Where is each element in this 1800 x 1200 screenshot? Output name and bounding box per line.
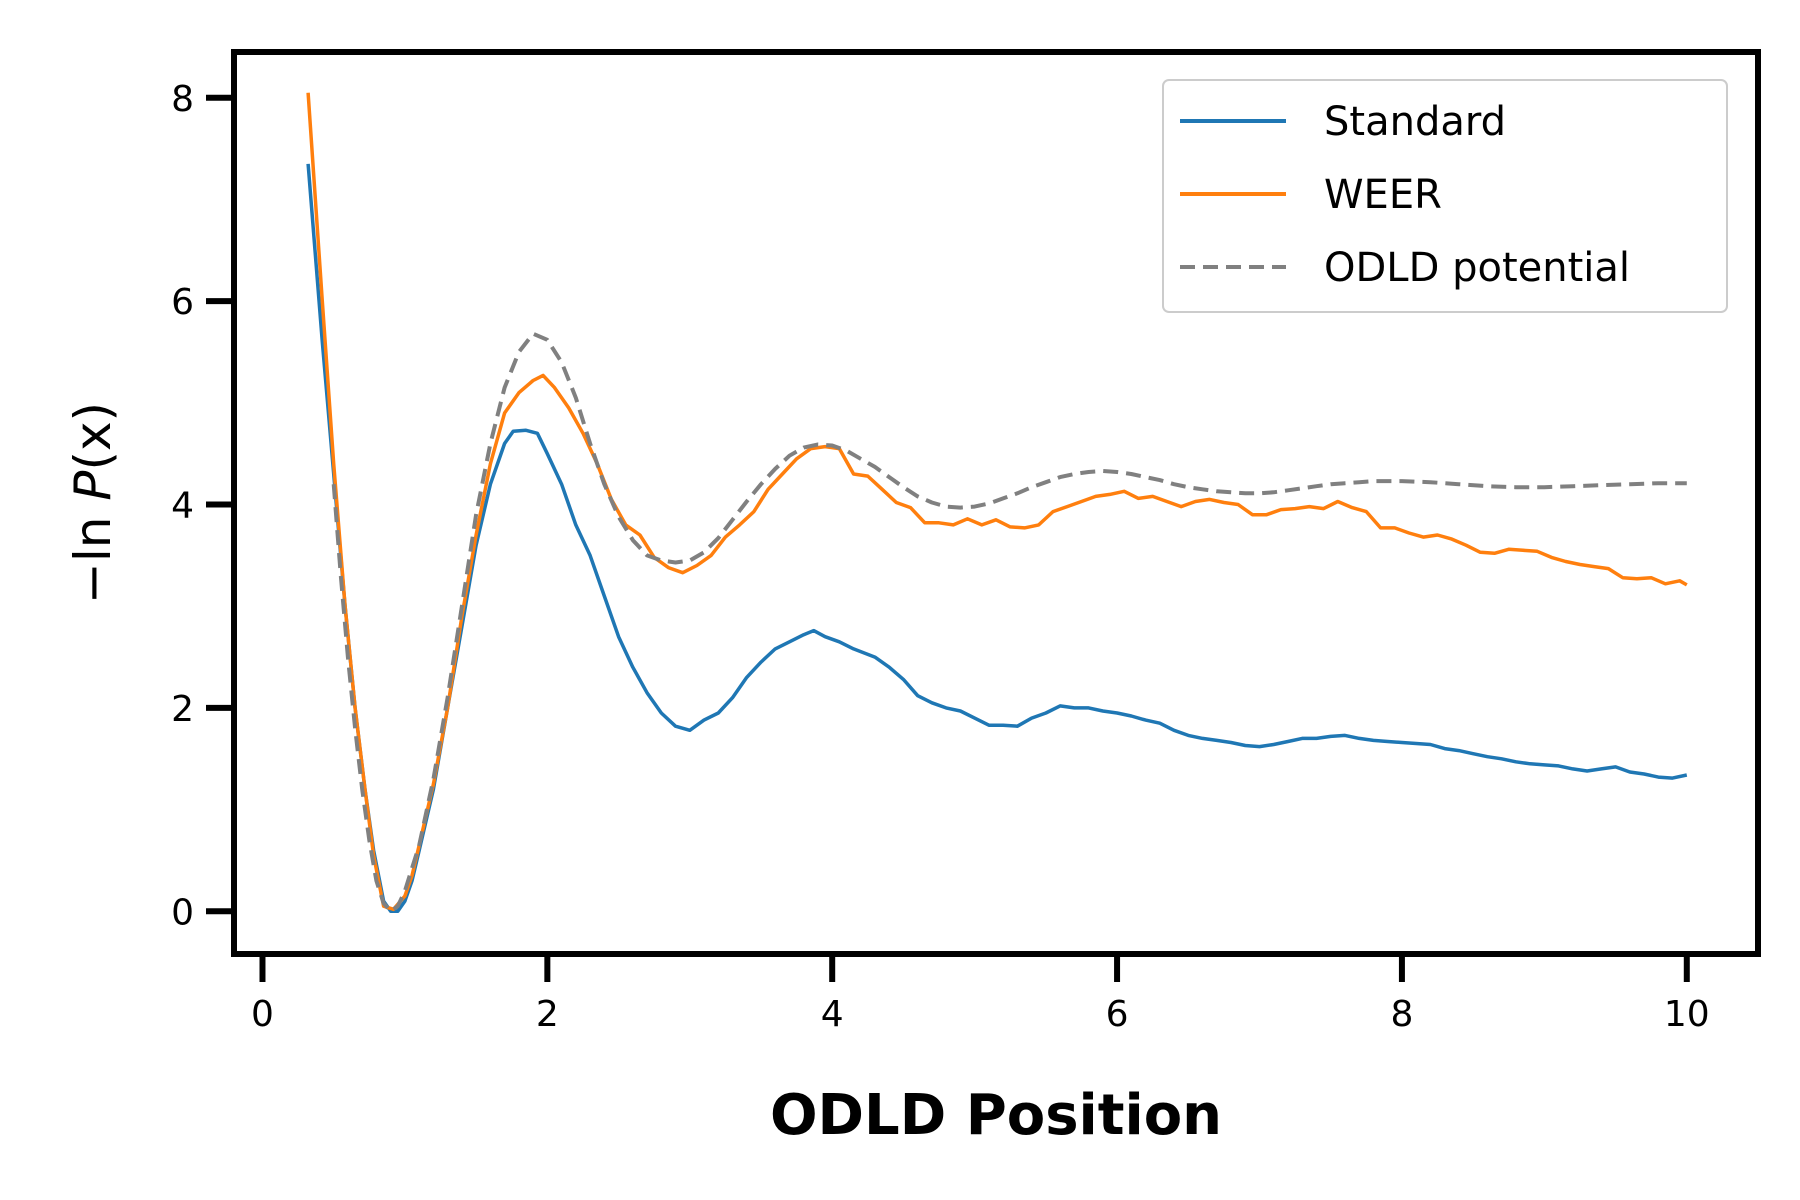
legend: Standard WEER ODLD potential <box>1162 79 1728 313</box>
series-layer <box>306 92 1688 914</box>
legend-label-odld-potential: ODLD potential <box>1324 245 1630 291</box>
y-tick-label: 0 <box>171 892 194 933</box>
x-tick-label: 8 <box>1390 994 1413 1035</box>
series-line-standard <box>306 163 1688 914</box>
x-tick-label: 4 <box>821 994 844 1035</box>
series-line-odld-potential <box>331 331 1687 914</box>
legend-label-standard: Standard <box>1324 99 1506 145</box>
legend-box <box>1162 79 1728 313</box>
x-tick-label: 0 <box>251 994 274 1035</box>
x-axis: 0 2 4 6 8 10 <box>251 954 1710 1035</box>
x-axis-label: ODLD Position <box>770 1083 1222 1148</box>
x-tick-label: 2 <box>536 994 559 1035</box>
y-tick-label: 4 <box>171 486 194 527</box>
y-tick-label: 8 <box>171 79 194 120</box>
series-line-weer <box>306 92 1688 912</box>
y-axis: 0 2 4 6 8 <box>171 79 234 933</box>
x-tick-label: 6 <box>1106 994 1129 1035</box>
y-axis-label: −ln P(x) <box>64 402 122 604</box>
legend-label-weer: WEER <box>1324 172 1442 218</box>
x-tick-label: 10 <box>1664 994 1710 1035</box>
y-tick-label: 2 <box>171 689 194 730</box>
y-tick-label: 6 <box>171 282 194 323</box>
